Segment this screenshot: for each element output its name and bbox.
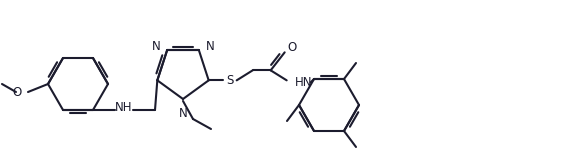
Text: S: S: [226, 74, 233, 87]
Text: O: O: [13, 85, 22, 98]
Text: N: N: [178, 107, 187, 120]
Text: HN: HN: [294, 76, 312, 89]
Text: NH: NH: [115, 101, 133, 115]
Text: N: N: [152, 40, 160, 53]
Text: N: N: [206, 40, 215, 53]
Text: O: O: [287, 41, 297, 54]
